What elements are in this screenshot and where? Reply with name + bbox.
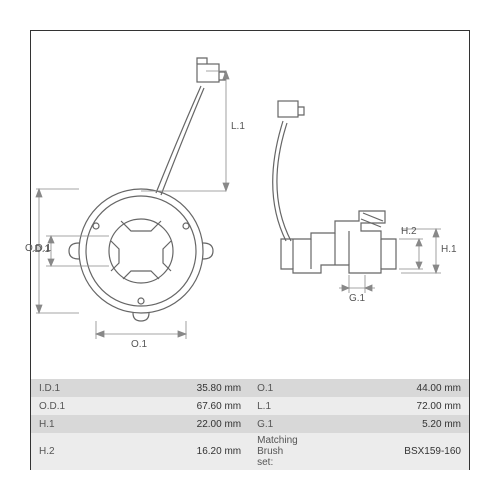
table-row: I.D.1 35.80 mm O.1 44.00 mm (31, 379, 469, 397)
spec-value: 72.00 mm (306, 397, 469, 415)
spec-value: 5.20 mm (306, 415, 469, 433)
table-row: H.2 16.20 mm Matching Brush set: BSX159-… (31, 433, 469, 470)
spec-value: BSX159-160 (306, 433, 469, 470)
spec-label: O.1 (249, 379, 306, 397)
spec-label: H.1 (31, 415, 86, 433)
dim-label-od1: O.D.1 (25, 243, 51, 254)
spec-label: H.2 (31, 433, 86, 470)
spec-label: I.D.1 (31, 379, 86, 397)
dim-label-l1: L.1 (231, 121, 245, 132)
dim-label-h2: H.2 (401, 226, 417, 237)
spec-label: G.1 (249, 415, 306, 433)
spec-value: 44.00 mm (306, 379, 469, 397)
table-row: H.1 22.00 mm G.1 5.20 mm (31, 415, 469, 433)
technical-drawing (31, 31, 469, 371)
table-row: O.D.1 67.60 mm L.1 72.00 mm (31, 397, 469, 415)
dim-label-g1: G.1 (349, 293, 365, 304)
spec-label: Matching Brush set: (249, 433, 306, 470)
spec-label: O.D.1 (31, 397, 86, 415)
diagram-area: L.1 I.D.1 O.D.1 O.1 H.1 H.2 G.1 (31, 31, 469, 371)
dim-label-h1: H.1 (441, 244, 457, 255)
spec-value: 22.00 mm (86, 415, 249, 433)
spec-table: I.D.1 35.80 mm O.1 44.00 mm O.D.1 67.60 … (31, 379, 469, 470)
spec-value: 35.80 mm (86, 379, 249, 397)
spec-label: L.1 (249, 397, 306, 415)
dim-label-o1: O.1 (131, 339, 147, 350)
spec-value: 16.20 mm (86, 433, 249, 470)
spec-value: 67.60 mm (86, 397, 249, 415)
